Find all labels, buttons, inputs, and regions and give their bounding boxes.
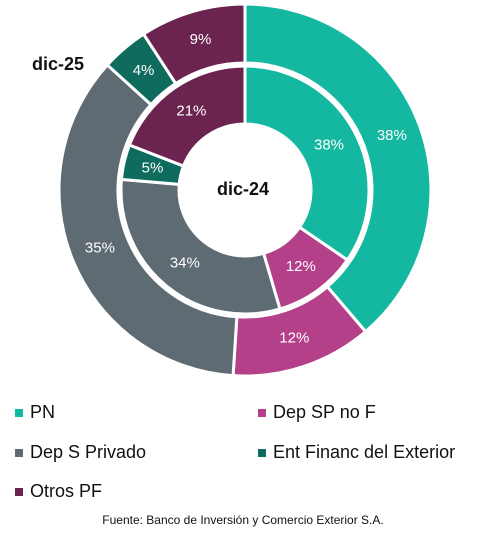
source: Fuente: Banco de Inversión y Comercio Ex… [102,513,383,527]
legend-swatch [15,449,23,457]
data-label: 35% [85,240,115,257]
data-label: 12% [286,258,316,275]
outer-ring-label: dic-25 [32,54,84,74]
segment [243,2,433,334]
data-label: 21% [176,103,206,120]
segment [243,64,371,263]
segment [141,2,247,86]
data-label: 38% [377,127,407,144]
data-label: 4% [133,62,155,79]
legend-label: Otros PF [30,481,102,501]
legend-label: Dep S Privado [30,442,146,462]
legend-swatch [15,488,23,496]
data-label: 9% [190,31,212,48]
legend-swatch [15,409,23,417]
legend-swatch [258,449,266,457]
data-label: 34% [170,255,200,272]
data-label: 12% [279,329,309,346]
data-label: 5% [142,159,164,176]
legend-label: Dep SP no F [273,402,376,422]
segment [127,64,247,168]
data-label: 38% [314,137,344,154]
legend-label: PN [30,402,55,422]
segment [119,177,282,316]
inner-ring-label: dic-24 [217,179,269,199]
segment [57,62,239,378]
legend-label: Ent Financ del Exterior [273,442,455,462]
legend-swatch [258,409,266,417]
